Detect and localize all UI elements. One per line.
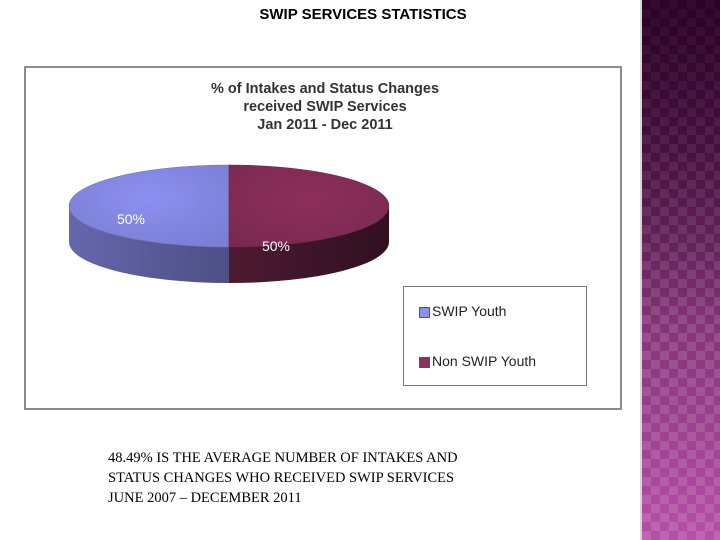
pie-slice-1 [228,164,390,248]
pie-slice-0 [68,164,230,248]
statistic-caption: 48.49% IS THE AVERAGE NUMBER OF INTAKES … [108,450,458,506]
legend-label-non-swip-youth: Non SWIP Youth [432,353,537,369]
legend-swatch-non-swip-youth [419,357,430,368]
pie-data-label-0: 50% [117,211,145,227]
pie-slice-side-0 [69,206,229,283]
chart-title-line-2: received SWIP Services [243,99,407,115]
legend-swatch-swip-youth [419,307,430,318]
decorative-side-band [642,0,720,540]
pie-chart: 50% 50% [68,164,390,283]
chart-title-line-1: % of Intakes and Status Changes [210,81,440,97]
pie-data-label-1: 50% [262,238,290,254]
legend-entry-swip-youth: SWIP Youth [419,303,507,319]
slide-title: SWIP SERVICES STATISTICS [259,6,467,23]
chart-legend: SWIP Youth Non SWIP Youth [403,286,587,386]
side-divider [640,0,642,540]
pie-slice-side-1 [229,206,389,283]
chart-frame: % of Intakes and Status Changes received… [24,66,622,410]
legend-entry-non-swip-youth: Non SWIP Youth [419,353,537,369]
chart-title-line-3: Jan 2011 - Dec 2011 [257,117,393,133]
legend-label-swip-youth: SWIP Youth [432,303,507,319]
chart-title: % of Intakes and Status Changes received… [26,80,624,134]
